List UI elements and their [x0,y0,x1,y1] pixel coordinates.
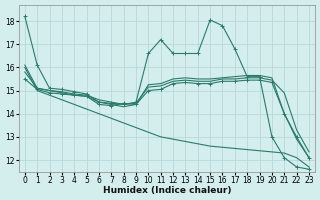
X-axis label: Humidex (Indice chaleur): Humidex (Indice chaleur) [103,186,231,195]
